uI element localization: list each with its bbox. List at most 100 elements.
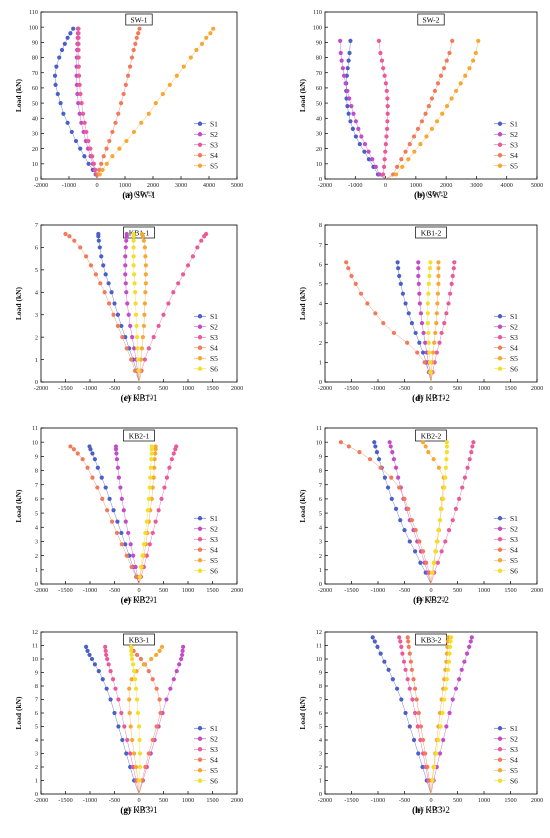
- data-point-s4: [444, 58, 449, 63]
- data-point-s1: [85, 648, 90, 654]
- data-point-s6: [444, 444, 449, 449]
- y-tick-label: 7: [35, 482, 38, 489]
- data-point-s1: [86, 161, 91, 166]
- data-point-s1: [386, 667, 391, 672]
- y-tick-label: 5: [319, 281, 322, 288]
- legend-label: S3: [210, 535, 218, 544]
- data-point-s3: [407, 686, 412, 691]
- data-point-s1: [406, 311, 411, 316]
- data-point-s3: [76, 31, 81, 36]
- x-tick-label: 1500: [206, 797, 218, 804]
- data-point-s4: [129, 564, 134, 570]
- data-point-s5: [127, 686, 132, 691]
- panel-caption: (d) KB1-2: [412, 393, 450, 403]
- legend-label: S1: [210, 514, 218, 523]
- y-tick-label: 60: [316, 85, 322, 92]
- data-point-s6: [149, 444, 154, 449]
- y-tick-label: 7: [35, 697, 38, 704]
- y-tick-label: 8: [35, 683, 38, 690]
- data-point-s6: [135, 346, 140, 351]
- legend-marker-s2: [497, 736, 503, 741]
- data-point-s5: [149, 496, 154, 502]
- x-tick-label: -500: [399, 385, 410, 392]
- data-point-s2: [370, 157, 375, 162]
- data-point-s5: [104, 161, 109, 166]
- chart-title-box: [415, 633, 447, 646]
- data-point-s6: [132, 281, 137, 286]
- data-point-s2: [388, 444, 393, 449]
- data-point-s1: [413, 549, 418, 554]
- y-tick-label: 7: [35, 222, 38, 229]
- data-point-s5: [152, 457, 157, 462]
- data-point-s1: [112, 710, 117, 716]
- data-point-s4: [378, 465, 383, 470]
- y-tick-label: 10: [316, 656, 322, 663]
- x-tick-label: 2000: [531, 797, 543, 804]
- data-point-s4: [63, 231, 68, 237]
- data-point-s1: [104, 686, 109, 691]
- data-point-s2: [464, 651, 470, 656]
- data-point-s6: [131, 245, 136, 250]
- data-point-s3: [106, 662, 111, 667]
- data-point-s5: [400, 164, 405, 169]
- data-point-s6: [449, 635, 454, 640]
- data-point-s6: [149, 451, 154, 456]
- data-point-s5: [133, 764, 139, 770]
- data-point-s5: [142, 312, 147, 317]
- data-point-s1: [65, 35, 70, 40]
- data-point-s5: [435, 291, 440, 296]
- series-line-s4: [340, 441, 432, 585]
- data-point-s2: [338, 38, 343, 43]
- legend-marker-s2: [197, 132, 203, 137]
- x-axis-label: με (10⁻⁶): [125, 392, 154, 401]
- data-point-s6: [147, 485, 152, 490]
- data-point-s5: [143, 281, 148, 286]
- data-point-s4: [137, 26, 142, 31]
- y-tick-label: 9: [35, 454, 38, 461]
- legend-marker-s5: [197, 558, 203, 563]
- data-point-s1: [109, 290, 114, 295]
- data-point-s3: [434, 350, 439, 355]
- data-point-s2: [417, 301, 422, 306]
- y-tick-label: 90: [316, 40, 322, 47]
- data-point-s1: [69, 129, 74, 135]
- data-point-s6: [133, 301, 138, 306]
- y-tick-label: 6: [319, 261, 322, 268]
- y-axis-label: Load (kN): [298, 78, 307, 112]
- data-point-s2: [396, 475, 401, 480]
- data-point-s3: [103, 648, 108, 654]
- data-point-s5: [143, 254, 148, 259]
- data-point-s5: [444, 104, 450, 109]
- data-point-s2: [362, 141, 368, 147]
- y-tick-label: 2: [35, 764, 38, 771]
- legend-label: S4: [210, 343, 218, 352]
- data-point-s4: [394, 164, 400, 169]
- data-point-s3: [381, 172, 386, 177]
- y-tick-label: 8: [319, 222, 322, 229]
- data-point-s6: [430, 778, 435, 783]
- chart-panel: -2000 -1000 0 1000 2000 3000 4000 5000 0 10 20 30 40…: [14, 9, 243, 200]
- y-tick-label: 1: [35, 567, 38, 574]
- y-tick-label: 5: [319, 724, 322, 731]
- y-tick-label: 50: [316, 100, 322, 107]
- data-point-s1: [382, 475, 387, 480]
- data-point-s1: [396, 266, 401, 271]
- y-tick-label: 2: [35, 553, 38, 560]
- series-line-s4: [130, 646, 161, 795]
- data-point-s2: [467, 644, 472, 649]
- series-line-s3: [398, 637, 432, 795]
- data-point-s6: [444, 440, 449, 445]
- data-point-s6: [132, 290, 138, 295]
- data-point-s1: [345, 66, 350, 71]
- x-tick-label: -1500: [58, 587, 72, 594]
- chart-title: KB1-1: [129, 229, 150, 238]
- data-point-s3: [384, 134, 389, 139]
- data-point-s6: [131, 263, 136, 268]
- data-point-s3: [399, 644, 404, 649]
- data-point-s5: [132, 751, 137, 756]
- data-point-s5: [143, 263, 148, 268]
- y-tick-label: 40: [316, 115, 322, 122]
- y-tick-label: 8: [319, 683, 322, 690]
- data-point-s5: [204, 35, 209, 40]
- legend-label: S5: [510, 354, 518, 363]
